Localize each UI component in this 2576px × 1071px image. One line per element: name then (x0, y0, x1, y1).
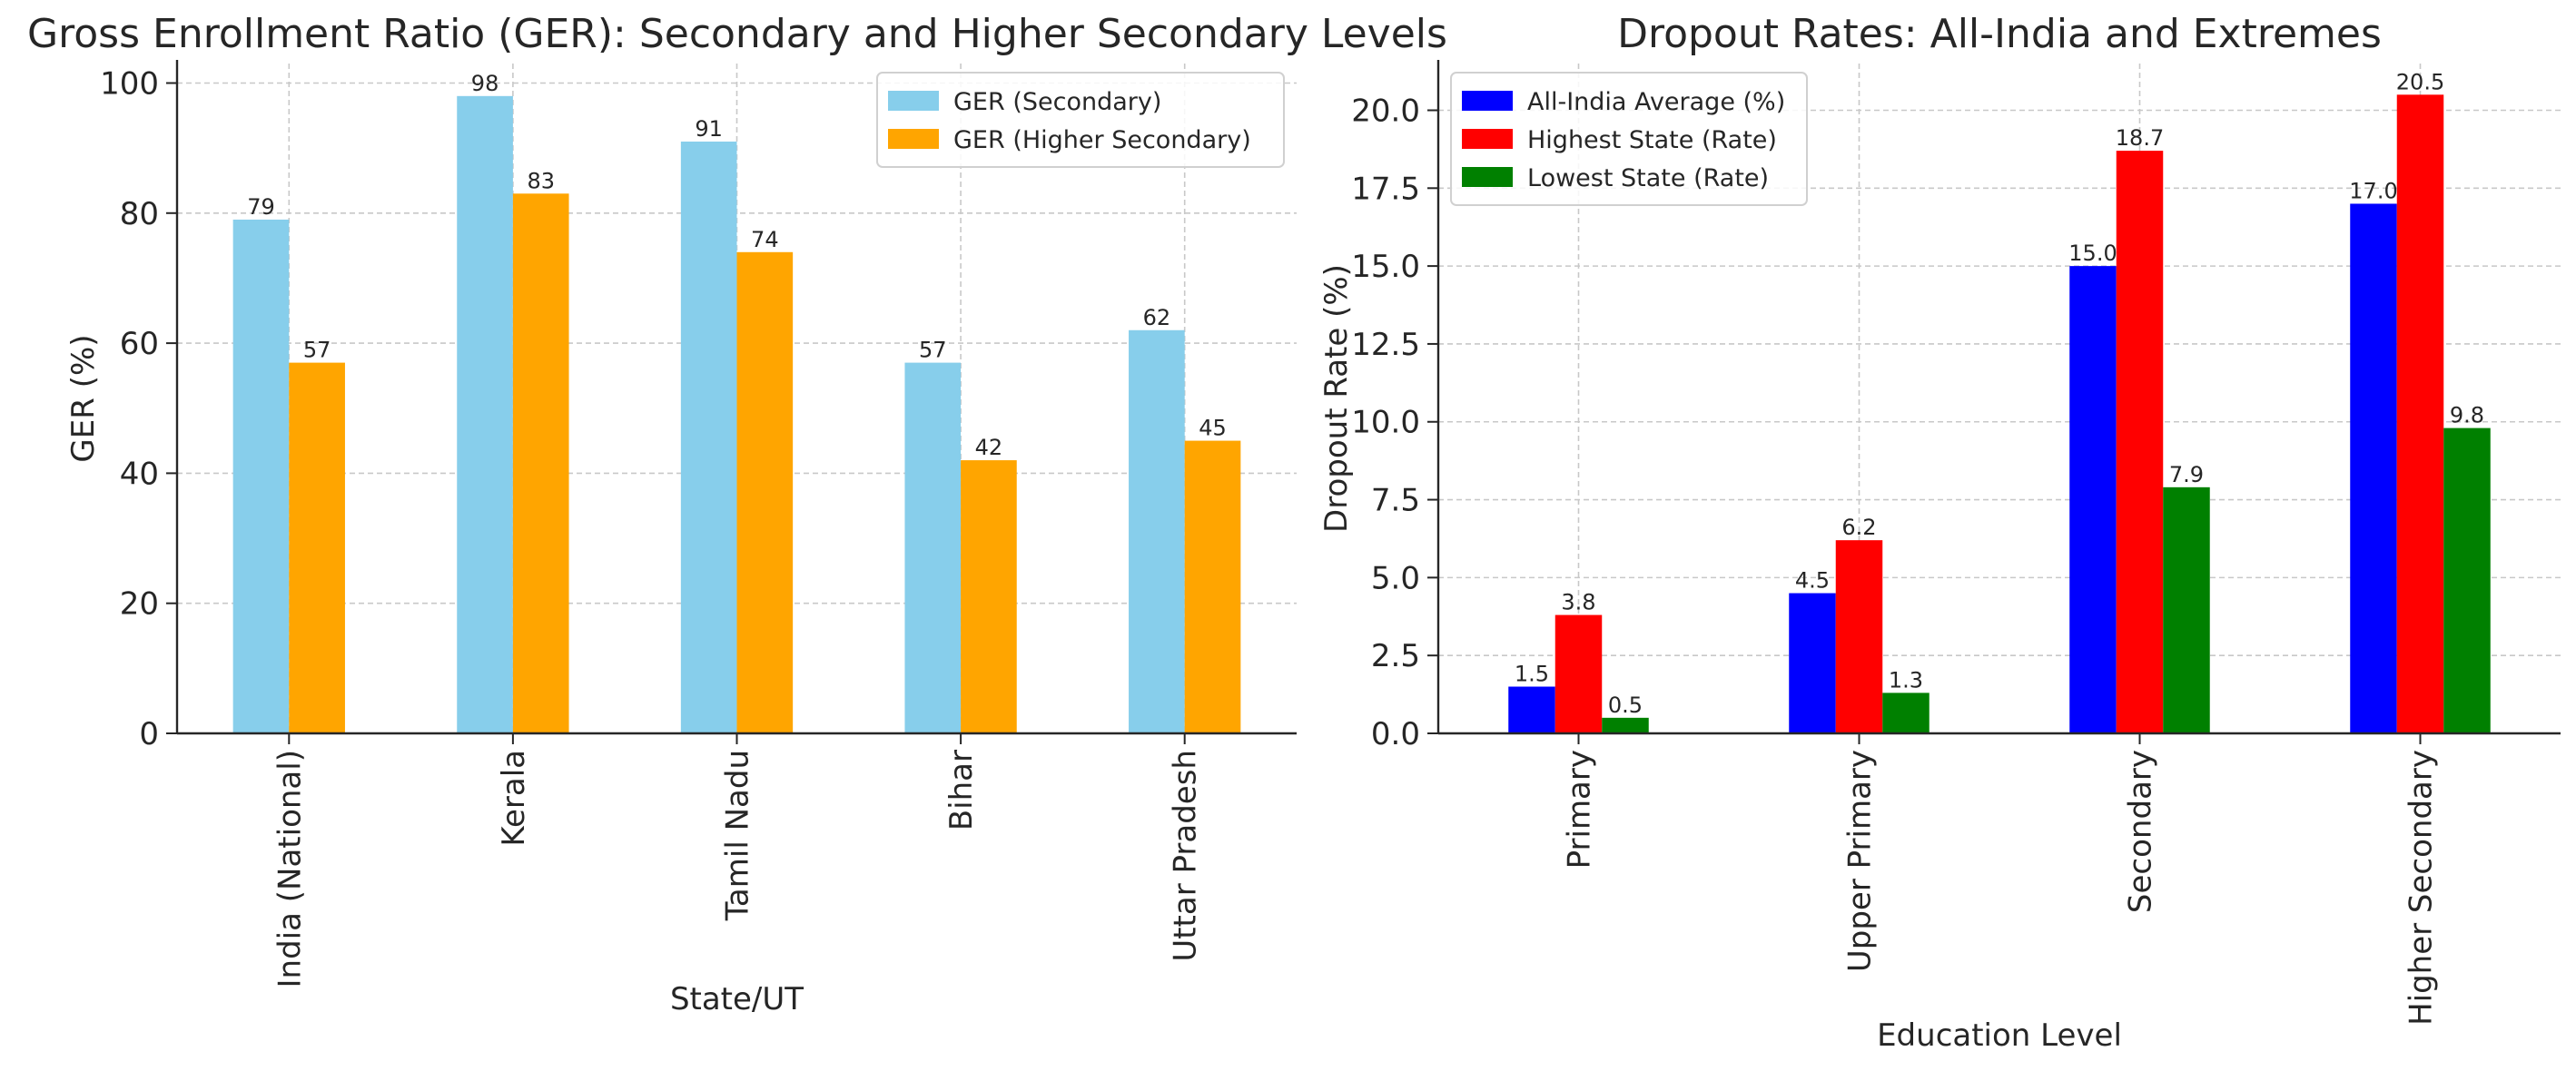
ger-x-tick-label: Tamil Nadu (720, 750, 756, 921)
ger-bar-0-4 (1129, 329, 1185, 733)
ger-chart-title: Gross Enrollment Ratio (GER): Secondary … (27, 11, 1447, 57)
dropout-bar-2-0 (1602, 717, 1649, 733)
dropout-data-label: 18.7 (2116, 125, 2164, 151)
ger-bar-1-2 (736, 251, 794, 734)
dropout-bar-2-3 (2443, 427, 2491, 733)
ger-data-label: 83 (527, 168, 555, 193)
dropout-legend-label-2: Lowest State (Rate) (1527, 164, 1769, 192)
ger-y-tick-label: 80 (120, 196, 159, 232)
dropout-y-tick-label: 7.5 (1371, 483, 1420, 519)
dropout-x-tick-label: Upper Primary (1842, 750, 1879, 972)
ger-bar-1-4 (1184, 440, 1241, 733)
ger-legend-swatch-1 (888, 129, 939, 149)
ger-legend-swatch-0 (888, 91, 939, 111)
dropout-data-label: 0.5 (1608, 693, 1643, 718)
dropout-data-label: 9.8 (2450, 403, 2484, 428)
dropout-data-label: 7.9 (2169, 462, 2204, 487)
dropout-y-tick-label: 17.5 (1351, 171, 1420, 207)
ger-y-tick-label: 40 (120, 456, 159, 492)
dropout-y-tick-label: 12.5 (1351, 327, 1420, 363)
dropout-legend-label-0: All-India Average (%) (1527, 88, 1785, 116)
ger-data-label: 57 (919, 338, 947, 363)
dropout-data-label: 4.5 (1795, 568, 1830, 594)
ger-bar-0-3 (904, 362, 962, 733)
dropout-data-label: 1.3 (1889, 667, 1923, 693)
dropout-bar-1-3 (2396, 94, 2444, 734)
dropout-y-tick-label: 5.0 (1371, 560, 1420, 596)
dropout-legend: All-India Average (%) Highest State (Rate… (1450, 72, 1808, 206)
dropout-data-label: 20.5 (2396, 69, 2444, 94)
dropout-chart-title: Dropout Rates: All-India and Extremes (1617, 11, 2382, 57)
dropout-x-tick-label: Higher Secondary (2403, 750, 2440, 1026)
ger-y-tick-label: 100 (100, 65, 159, 102)
ger-data-label: 79 (247, 194, 275, 220)
ger-bar-1-1 (512, 193, 569, 733)
ger-y-tick-label: 0 (139, 716, 159, 752)
ger-chart: Gross Enrollment Ratio (GER): Secondary … (27, 11, 1447, 1017)
dropout-y-tick-label: 0.0 (1371, 716, 1420, 752)
ger-data-label: 57 (303, 338, 331, 363)
dropout-legend-swatch-1 (1462, 129, 1513, 149)
ger-y-tick-label: 20 (120, 586, 159, 623)
dropout-bar-1-0 (1554, 614, 1603, 733)
dropout-y-tick-label: 20.0 (1351, 93, 1420, 129)
dropout-bar-0-0 (1508, 686, 1555, 733)
dropout-bar-2-2 (2163, 486, 2210, 733)
ger-bar-0-0 (232, 219, 290, 733)
dropout-y-tick-label: 15.0 (1351, 249, 1420, 285)
ger-x-tick-label: Kerala (496, 750, 532, 847)
dropout-data-label: 3.8 (1561, 590, 1595, 615)
dropout-bar-0-3 (2350, 203, 2397, 734)
ger-x-axis-label: State/UT (670, 981, 804, 1017)
dropout-x-tick-label: Primary (1562, 750, 1598, 869)
ger-legend: GER (Secondary) GER (Higher Secondary) (876, 72, 1285, 168)
dropout-legend-swatch-0 (1462, 91, 1513, 111)
dropout-bar-1-2 (2116, 151, 2164, 733)
ger-data-label: 45 (1199, 416, 1227, 441)
dropout-y-tick-label: 10.0 (1351, 405, 1420, 441)
ger-bar-1-3 (961, 460, 1017, 733)
dropout-legend-swatch-2 (1462, 167, 1513, 187)
ger-x-tick-label: India (National) (271, 750, 308, 987)
dropout-y-axis-label: Dropout Rate (%) (1318, 264, 1355, 533)
ger-data-label: 62 (1143, 305, 1171, 330)
ger-legend-label-0: GER (Secondary) (953, 88, 1161, 116)
ger-y-axis-label: GER (%) (65, 334, 102, 462)
dropout-x-axis-label: Education Level (1877, 1017, 2122, 1054)
dropout-bar-0-1 (1789, 593, 1836, 733)
dropout-data-label: 17.0 (2349, 178, 2397, 203)
dropout-chart: Dropout Rates: All-India and Extremes 0.0… (1318, 11, 2561, 1054)
dropout-bar-0-2 (2069, 266, 2117, 733)
dropout-legend-box (1450, 72, 1808, 206)
ger-bar-1-0 (289, 362, 345, 733)
ger-x-tick-label: Bihar (943, 750, 980, 830)
dropout-y-tick-label: 2.5 (1371, 638, 1420, 674)
dropout-bar-1-1 (1835, 540, 1883, 733)
ger-data-label: 74 (751, 227, 779, 252)
ger-data-label: 42 (975, 435, 1003, 460)
dropout-data-label: 1.5 (1515, 662, 1549, 687)
dropout-data-label: 6.2 (1841, 515, 1876, 540)
ger-legend-label-1: GER (Higher Secondary) (953, 126, 1251, 154)
ger-data-label: 91 (695, 116, 723, 142)
ger-x-tick-label: Uttar Pradesh (1168, 750, 1204, 962)
ger-bar-0-2 (680, 141, 737, 733)
dropout-bar-2-1 (1882, 693, 1930, 733)
ger-bar-0-1 (457, 95, 513, 733)
dropout-x-tick-label: Secondary (2123, 750, 2159, 913)
ger-data-label: 98 (471, 71, 499, 96)
ger-legend-box (876, 72, 1285, 168)
ger-y-tick-label: 60 (120, 326, 159, 362)
dropout-legend-label-1: Highest State (Rate) (1527, 126, 1777, 154)
dropout-data-label: 15.0 (2068, 241, 2117, 266)
